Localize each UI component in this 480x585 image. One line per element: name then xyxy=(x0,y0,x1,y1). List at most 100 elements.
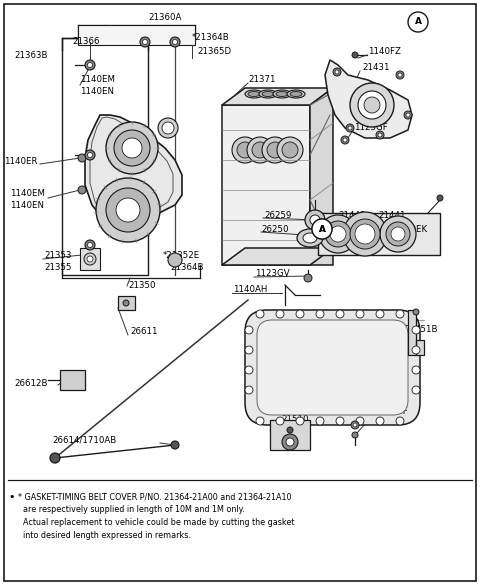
Circle shape xyxy=(346,124,354,132)
Text: 21366: 21366 xyxy=(72,37,99,46)
Polygon shape xyxy=(318,213,440,255)
Polygon shape xyxy=(78,25,195,45)
Circle shape xyxy=(355,224,375,244)
Ellipse shape xyxy=(287,90,305,98)
Polygon shape xyxy=(325,60,412,138)
Circle shape xyxy=(143,40,147,44)
Circle shape xyxy=(276,417,284,425)
Circle shape xyxy=(341,136,349,144)
Circle shape xyxy=(276,310,284,318)
Polygon shape xyxy=(222,105,310,265)
Circle shape xyxy=(158,118,178,138)
Circle shape xyxy=(106,122,158,174)
Text: A: A xyxy=(319,225,325,233)
Circle shape xyxy=(245,346,253,354)
Text: 21513A: 21513A xyxy=(282,380,315,388)
Circle shape xyxy=(437,195,443,201)
Circle shape xyxy=(85,240,95,250)
Circle shape xyxy=(85,150,95,160)
Circle shape xyxy=(352,432,358,438)
Circle shape xyxy=(171,441,179,449)
Text: 1140EN: 1140EN xyxy=(80,87,114,95)
Text: 26612B: 26612B xyxy=(14,378,48,387)
Circle shape xyxy=(296,417,304,425)
Circle shape xyxy=(343,138,347,142)
Circle shape xyxy=(335,70,339,74)
Circle shape xyxy=(351,421,359,429)
Circle shape xyxy=(168,253,182,267)
FancyBboxPatch shape xyxy=(257,320,408,415)
Circle shape xyxy=(305,210,325,230)
Circle shape xyxy=(296,310,304,318)
Circle shape xyxy=(312,219,332,239)
Circle shape xyxy=(398,73,402,77)
Text: 26614/1710AB: 26614/1710AB xyxy=(52,435,116,445)
Text: 1123GV: 1123GV xyxy=(255,270,289,278)
Circle shape xyxy=(286,438,294,446)
Text: 21360A: 21360A xyxy=(148,13,182,22)
Circle shape xyxy=(376,417,384,425)
Circle shape xyxy=(96,178,160,242)
Circle shape xyxy=(140,37,150,47)
Text: 21444: 21444 xyxy=(358,225,385,233)
Text: 1140EN: 1140EN xyxy=(10,201,44,209)
Text: 21355: 21355 xyxy=(44,263,72,273)
Ellipse shape xyxy=(259,90,277,98)
Text: 1123GF: 1123GF xyxy=(354,122,388,132)
Polygon shape xyxy=(80,248,100,270)
Circle shape xyxy=(162,122,174,134)
Circle shape xyxy=(348,126,352,130)
Text: 1123GF: 1123GF xyxy=(374,408,408,417)
Text: A: A xyxy=(319,225,325,233)
Circle shape xyxy=(287,427,293,433)
Circle shape xyxy=(350,219,380,249)
Circle shape xyxy=(87,153,93,157)
Circle shape xyxy=(391,227,405,241)
Circle shape xyxy=(106,188,150,232)
Circle shape xyxy=(404,111,412,119)
Circle shape xyxy=(78,186,86,194)
Text: 1140AH: 1140AH xyxy=(233,285,267,294)
Text: 21512: 21512 xyxy=(263,394,290,402)
Ellipse shape xyxy=(276,91,288,97)
Circle shape xyxy=(396,417,404,425)
Text: •: • xyxy=(8,492,14,502)
Circle shape xyxy=(116,198,140,222)
Circle shape xyxy=(245,326,253,334)
Circle shape xyxy=(343,212,387,256)
Circle shape xyxy=(84,253,96,265)
Circle shape xyxy=(170,37,180,47)
Text: 21371: 21371 xyxy=(248,75,276,84)
Circle shape xyxy=(312,219,332,239)
Circle shape xyxy=(412,346,420,354)
Ellipse shape xyxy=(273,90,291,98)
Circle shape xyxy=(123,300,129,306)
Circle shape xyxy=(350,83,394,127)
Circle shape xyxy=(376,131,384,139)
Polygon shape xyxy=(270,420,310,450)
Circle shape xyxy=(412,386,420,394)
Circle shape xyxy=(237,142,253,158)
Circle shape xyxy=(122,138,142,158)
Text: 21443: 21443 xyxy=(338,211,365,219)
Circle shape xyxy=(386,222,410,246)
Circle shape xyxy=(310,215,320,225)
Text: A: A xyxy=(415,18,421,26)
Circle shape xyxy=(408,12,428,32)
Circle shape xyxy=(330,226,346,242)
Ellipse shape xyxy=(262,91,274,97)
Circle shape xyxy=(336,417,344,425)
Text: 1140EK: 1140EK xyxy=(394,225,427,233)
Circle shape xyxy=(282,142,298,158)
Circle shape xyxy=(376,310,384,318)
Text: 21461: 21461 xyxy=(358,105,385,115)
Circle shape xyxy=(380,216,416,252)
Circle shape xyxy=(316,310,324,318)
Circle shape xyxy=(256,417,264,425)
Circle shape xyxy=(87,63,93,67)
Text: 26250: 26250 xyxy=(261,225,288,233)
Circle shape xyxy=(282,434,298,450)
Text: 1123GC: 1123GC xyxy=(361,380,396,388)
Circle shape xyxy=(316,417,324,425)
Text: into desired length expressed in remarks.: into desired length expressed in remarks… xyxy=(18,531,191,540)
